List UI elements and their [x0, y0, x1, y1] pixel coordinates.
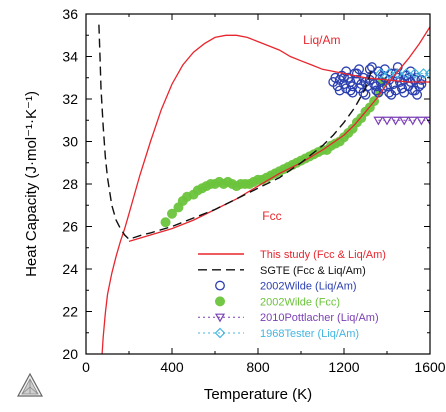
data-point	[390, 116, 401, 126]
series-line-this-study-fcc-liq-am-1	[128, 26, 430, 243]
axes: 0 400 800 1200 1600 20 22 24 26 28 30 32 34 36 Tempera…	[23, 6, 446, 403]
y-tick-label: 34	[62, 49, 78, 65]
y-tick-label: 28	[62, 176, 78, 192]
data-point	[381, 116, 393, 126]
data-point	[405, 66, 416, 77]
y-tick-label: 20	[62, 346, 78, 362]
data-point	[347, 87, 358, 98]
x-tick-label: 0	[82, 359, 90, 375]
legend-label: 2002Wilde (Liq/Am)	[260, 281, 357, 293]
legend-label: This study (Fcc & Liq/Am)	[260, 249, 386, 261]
data-point	[382, 81, 392, 92]
y-axis-title: Heat Capacity (J·mol⁻¹·K⁻¹)	[23, 91, 40, 277]
x-axis-title: Temperature (K)	[204, 386, 312, 403]
legend-label: 2002Wilde (Fcc)	[260, 296, 340, 308]
series-line-this-study-fcc-liq-am-0	[101, 34, 430, 354]
x-tick-label: 1600	[414, 359, 445, 375]
data-point	[401, 68, 412, 79]
legend-item: 2002Wilde (Liq/Am)	[215, 280, 357, 293]
data-point	[345, 85, 356, 96]
legend-item: This study (Fcc & Liq/Am)	[198, 249, 386, 261]
y-tick-label: 26	[62, 219, 78, 235]
legend-swatch-marker	[215, 280, 225, 291]
legend-item: 1968Tester (Liq/Am)	[198, 327, 359, 340]
data-point	[371, 85, 382, 96]
data-point	[383, 68, 395, 79]
data-point	[384, 87, 395, 98]
series-2010pottlacher-liq-am	[373, 116, 430, 126]
legend-swatch-marker	[214, 327, 226, 339]
plot-area	[98, 24, 430, 354]
legend-label: 2010Pottlacher (Liq/Am)	[260, 312, 379, 324]
data-point	[334, 85, 345, 96]
data-point	[358, 87, 369, 98]
data-point	[373, 116, 384, 126]
x-tick-label: 800	[246, 359, 270, 375]
data-point	[369, 79, 380, 90]
legend-swatch-marker	[215, 296, 225, 307]
data-point	[341, 66, 352, 77]
data-point	[367, 62, 377, 73]
data-point	[360, 89, 371, 100]
plot-series-group	[98, 24, 430, 354]
curve-label: Fcc	[262, 209, 281, 223]
x-tick-label: 400	[160, 359, 184, 375]
data-point	[160, 217, 171, 228]
y-tick-label: 30	[62, 134, 78, 150]
legend-item: SGTE (Fcc & Liq/Am)	[198, 265, 366, 277]
legend-item: 2002Wilde (Fcc)	[215, 296, 340, 308]
data-point	[392, 68, 404, 79]
legend: This study (Fcc & Liq/Am) SGTE (Fcc & Liq…	[198, 249, 386, 340]
data-point	[409, 68, 421, 79]
series-2002wilde-fcc	[160, 77, 388, 228]
data-point	[386, 89, 397, 100]
legend-swatch-marker	[214, 313, 226, 323]
data-point	[375, 68, 386, 79]
data-point	[351, 68, 362, 79]
data-point	[397, 83, 408, 94]
data-point	[416, 79, 427, 90]
curve-label: Liq/Am	[303, 33, 340, 47]
data-point	[424, 68, 430, 79]
x-tick-label: 1200	[328, 359, 359, 375]
legend-item: 2010Pottlacher (Liq/Am)	[198, 312, 379, 324]
data-point	[167, 208, 177, 219]
data-point	[416, 116, 427, 126]
y-tick-label: 24	[62, 261, 78, 277]
series-line-sgte-fcc-liq-am-2	[98, 24, 373, 241]
data-point	[399, 116, 410, 126]
y-tick-label: 22	[62, 304, 78, 320]
data-point	[371, 81, 382, 92]
logo-icon	[16, 372, 44, 397]
y-tick-label: 36	[62, 6, 78, 22]
legend-label: 1968Tester (Liq/Am)	[260, 328, 359, 340]
y-tick-label: 32	[62, 91, 78, 107]
series-1968tester-liq-am	[375, 68, 430, 79]
data-point	[407, 116, 418, 126]
data-point	[410, 85, 420, 96]
legend-label: SGTE (Fcc & Liq/Am)	[260, 265, 366, 277]
